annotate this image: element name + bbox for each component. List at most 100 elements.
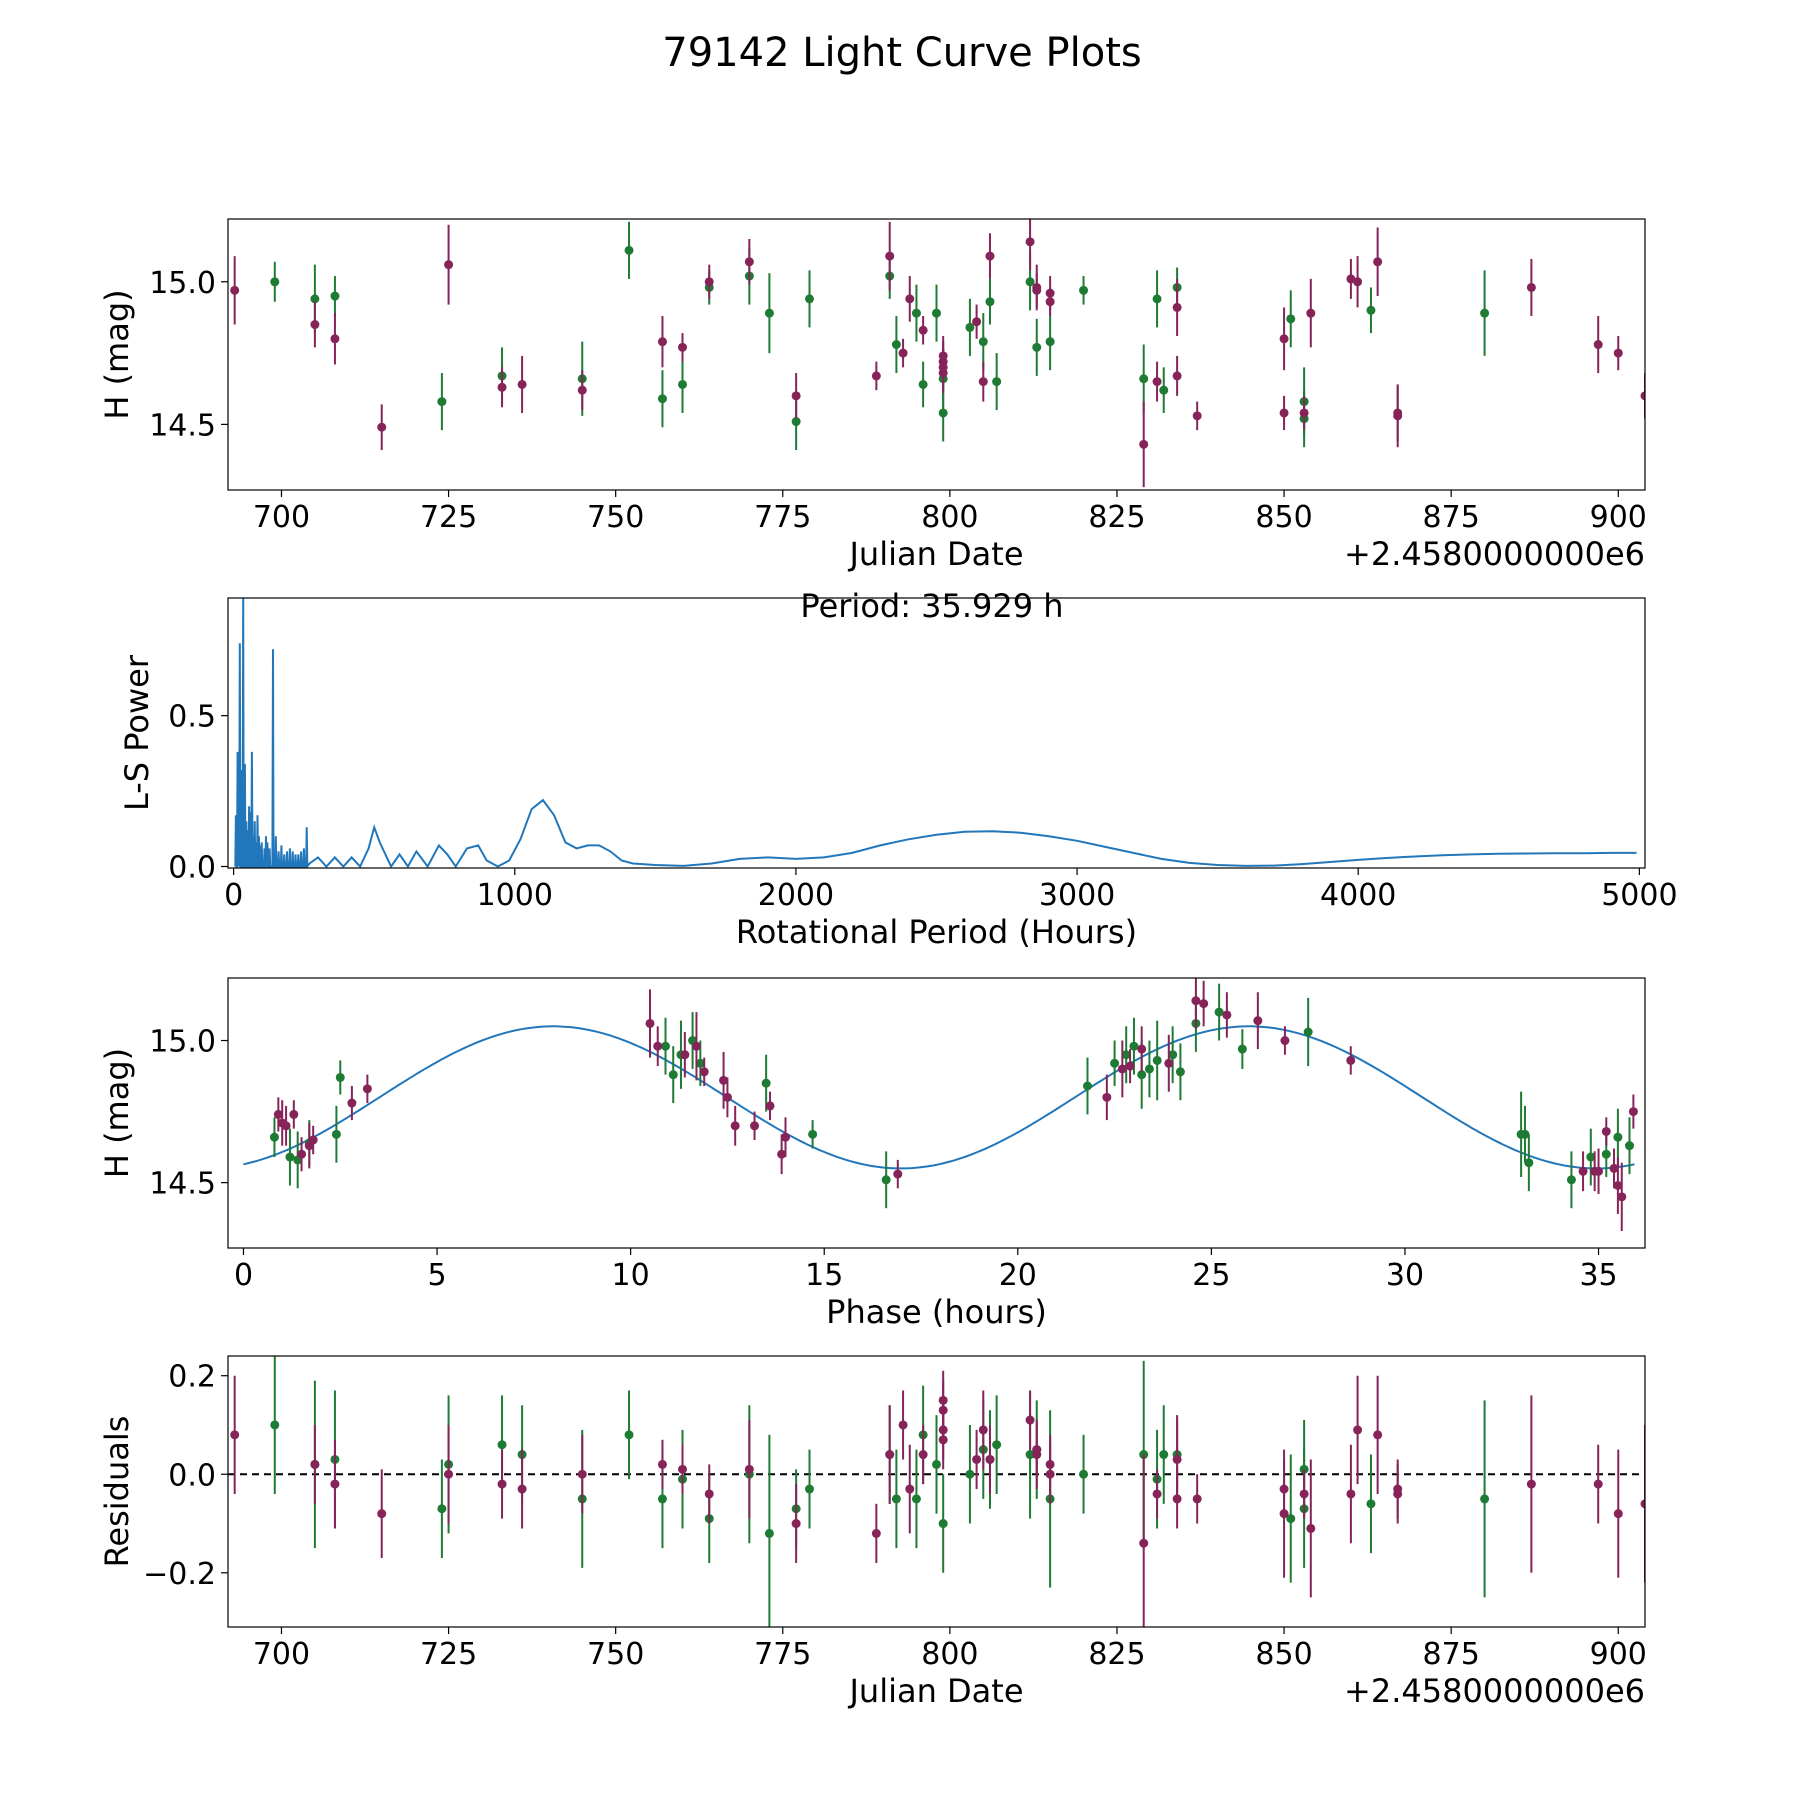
data-point xyxy=(891,1494,901,1504)
data-point xyxy=(791,391,801,401)
data-point xyxy=(1199,999,1209,1009)
data-point xyxy=(1117,1064,1127,1074)
data-point xyxy=(657,337,667,347)
data-point xyxy=(517,1484,527,1494)
axes-frame xyxy=(227,977,1646,1249)
data-point xyxy=(791,1519,801,1529)
data-point xyxy=(1279,408,1289,418)
x-tick-label: 35 xyxy=(1579,1258,1617,1293)
x-tick-label: 900 xyxy=(1590,500,1647,535)
data-point xyxy=(805,1484,815,1494)
y-tick-label: 0.0 xyxy=(168,850,216,885)
data-point xyxy=(1279,334,1289,344)
data-point xyxy=(985,251,995,261)
x-axis-label: Rotational Period (Hours) xyxy=(736,913,1137,951)
data-point xyxy=(764,308,774,318)
data-point xyxy=(1617,1192,1627,1202)
data-point xyxy=(1609,1163,1619,1173)
data-point xyxy=(1110,1058,1120,1068)
data-point xyxy=(938,408,948,418)
x-tick-label: 0 xyxy=(234,1258,253,1293)
data-point xyxy=(704,1489,714,1499)
x-tick-label: 15 xyxy=(805,1258,843,1293)
data-point xyxy=(761,1078,771,1088)
data-point xyxy=(1045,337,1055,347)
data-point xyxy=(871,371,881,381)
data-point xyxy=(1625,1141,1635,1151)
data-point xyxy=(1253,1016,1263,1026)
data-point xyxy=(1613,1180,1623,1190)
data-point xyxy=(1593,1479,1603,1489)
data-point xyxy=(1286,314,1296,324)
data-point xyxy=(1172,1454,1182,1464)
data-point xyxy=(978,337,988,347)
data-point xyxy=(331,1129,341,1139)
plot-area xyxy=(243,978,1638,1231)
data-point xyxy=(978,377,988,387)
data-point xyxy=(730,1121,740,1131)
data-point xyxy=(308,1135,318,1145)
x-tick-label: 3000 xyxy=(1039,878,1115,913)
plot-area xyxy=(234,598,1637,868)
data-point xyxy=(497,1479,507,1489)
data-point xyxy=(310,1459,320,1469)
x-tick-label: 30 xyxy=(1386,1258,1424,1293)
data-point xyxy=(885,251,895,261)
data-point xyxy=(898,1420,908,1430)
data-point xyxy=(1373,257,1383,267)
data-point xyxy=(972,317,982,327)
data-point xyxy=(310,320,320,330)
data-point xyxy=(1172,302,1182,312)
y-tick-label: 0.2 xyxy=(168,1360,216,1395)
data-point xyxy=(645,1018,655,1028)
data-point xyxy=(932,308,941,318)
x-tick-label: 2000 xyxy=(758,878,834,913)
x-axis-label: Phase (hours) xyxy=(826,1293,1047,1331)
data-point xyxy=(744,1464,754,1474)
data-point xyxy=(1306,308,1316,318)
data-point xyxy=(992,377,1002,387)
plot-area xyxy=(228,1356,1645,1627)
data-point xyxy=(270,277,280,287)
data-point xyxy=(678,379,688,389)
data-point xyxy=(1601,1126,1611,1136)
axes-frame xyxy=(227,1355,1646,1628)
data-point xyxy=(918,1450,928,1460)
data-point xyxy=(938,351,948,361)
data-point xyxy=(330,1479,340,1489)
data-point xyxy=(905,1484,915,1494)
figure-title: 79142 Light Curve Plots xyxy=(662,30,1141,76)
data-point xyxy=(285,1152,295,1162)
x-tick-label: 850 xyxy=(1255,500,1312,535)
data-point xyxy=(668,1070,678,1080)
data-point xyxy=(978,1425,988,1435)
data-point xyxy=(1159,385,1169,395)
data-point xyxy=(1137,1044,1147,1054)
data-point xyxy=(624,245,634,255)
y-tick-label: 14.5 xyxy=(149,1167,216,1202)
data-point xyxy=(1303,1027,1313,1037)
data-point xyxy=(678,342,688,352)
plot-area xyxy=(230,219,1645,488)
data-point xyxy=(777,1149,787,1159)
data-point xyxy=(657,394,667,404)
panel-residuals: 700 725 750 775 800 825 850 875 900 −0.2 0.0 0.2 Jul… xyxy=(98,1355,1647,1710)
data-point xyxy=(719,1075,729,1085)
data-point xyxy=(577,1469,587,1479)
data-point xyxy=(898,348,908,358)
data-point xyxy=(310,294,320,304)
period-annotation: Period: 35.929 h xyxy=(800,587,1063,625)
data-point xyxy=(764,1528,774,1538)
data-point xyxy=(1172,371,1182,381)
data-point xyxy=(808,1129,818,1139)
data-point xyxy=(1353,1425,1363,1435)
data-point xyxy=(1079,285,1089,295)
x-tick-label: 875 xyxy=(1423,500,1480,535)
data-point xyxy=(1168,1050,1178,1060)
data-point xyxy=(1192,1494,1202,1504)
data-point xyxy=(1299,1489,1309,1499)
data-point xyxy=(1279,1509,1289,1519)
data-point xyxy=(1125,1061,1135,1071)
data-point xyxy=(1280,1036,1290,1046)
